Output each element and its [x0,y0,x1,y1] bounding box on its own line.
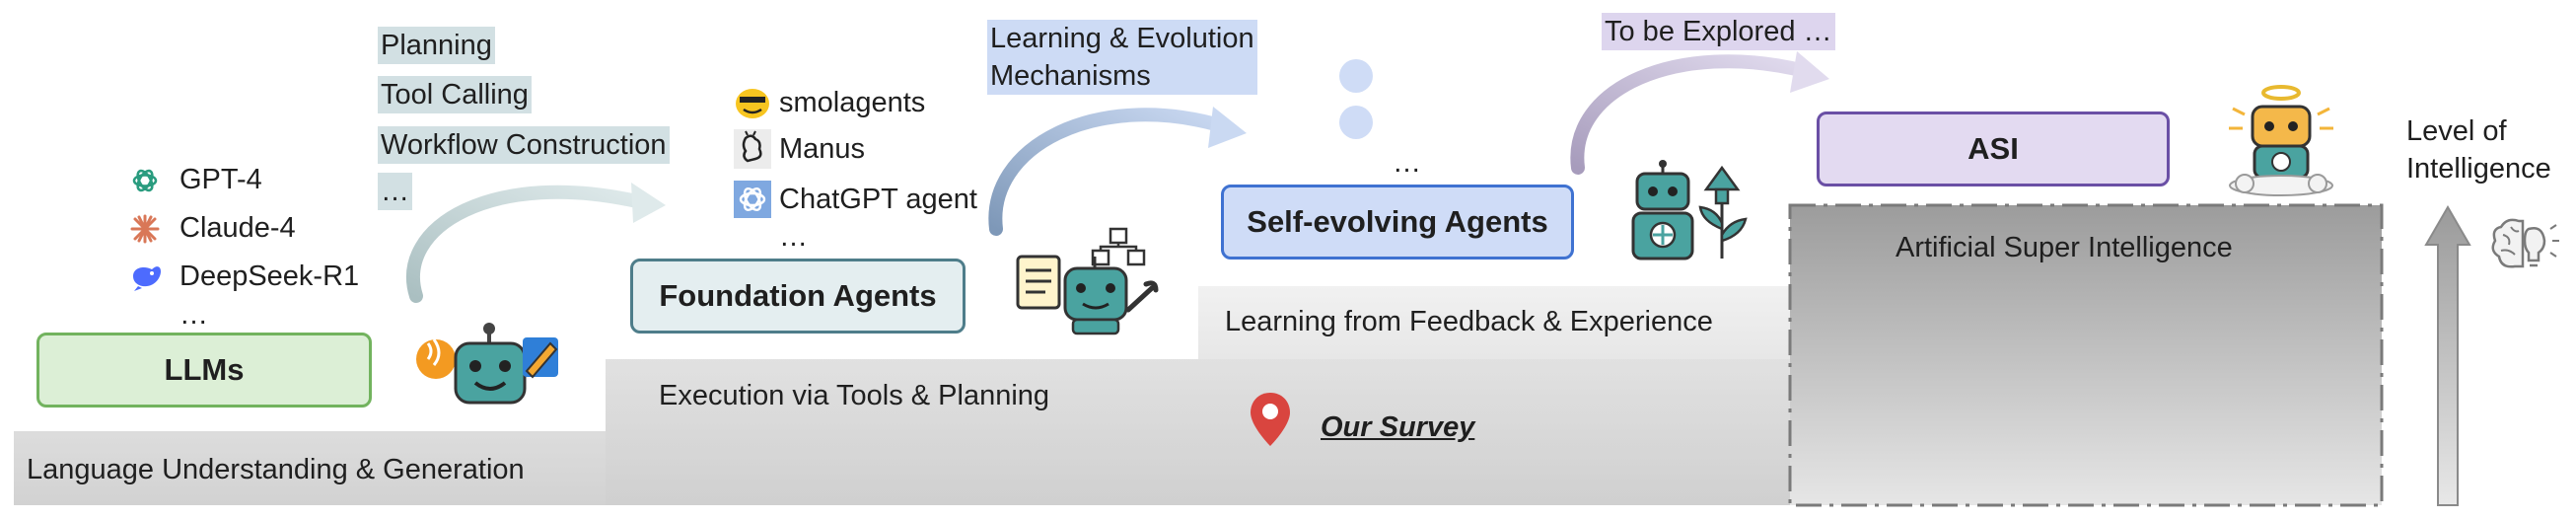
brain-bulb-icon [2491,218,2559,268]
more-ellipsis: … [779,221,808,253]
more-ellipsis: … [1393,147,1421,179]
capability-workflow-construction: Workflow Construction [378,126,670,164]
arrow-head [1790,51,1829,93]
llms-label: LLMs [164,352,245,387]
asi-block [1790,205,2382,505]
self-evolving-robot-icon [1631,160,1748,260]
asi-label: ASI [1968,131,2019,166]
arrow-foundation-to-self-evolving [988,108,1230,236]
model-name: GPT-4 [179,164,262,195]
floor-label-self-evolving: Learning from Feedback & Experience [1225,306,1713,337]
self-evolving-agents-box: Self-evolving Agents [1221,185,1574,260]
asi-robot-icon [2229,85,2333,196]
intelligence-axis-arrow [2424,205,2471,506]
deepseek-icon [133,266,161,291]
asi-dashed-border [1788,203,2384,507]
foundation-robot-icon [1016,227,1159,335]
capability-more: … [378,173,412,210]
self-evolving-agents-label: Self-evolving Agents [1247,204,1548,239]
openai-icon [132,169,158,192]
floor-label-asi: Artificial Super Intelligence [1896,232,2233,263]
model-name: DeepSeek-R1 [179,260,360,292]
capability-tool-calling: Tool Calling [378,76,532,113]
agent-bullet-icon [1339,59,1373,93]
stair-step-2 [606,359,1790,505]
floor-label-foundation: Execution via Tools & Planning [659,380,1050,411]
agent-name: ChatGPT agent [779,184,977,215]
axis-label-level-of-intelligence: Level of Intelligence [2406,115,2551,185]
llm-robot-icon [416,323,558,405]
arrow-self-evolving-to-asi [1570,54,1812,175]
to-be-explored: To be Explored … [1602,13,1835,50]
openai-icon [734,181,771,218]
model-name: Claude-4 [179,212,296,244]
llms-box: LLMs [36,333,372,408]
floor-label-llms: Language Understanding & Generation [27,454,525,485]
claude-icon [130,214,160,244]
foundation-agents-label: Foundation Agents [659,278,937,313]
location-pin-icon [1251,393,1290,446]
learning-evolution-mechanisms: Learning & Evolution Mechanisms [987,20,1257,95]
manus-icon [734,129,771,169]
capability-planning: Planning [378,27,495,64]
agent-name: Manus [779,133,866,165]
asi-box: ASI [1817,111,2170,186]
arrow-llm-to-foundation [406,185,648,303]
arrow-head [631,183,666,223]
agent-name: smolagents [779,87,926,118]
our-survey-label: Our Survey [1321,411,1475,443]
foundation-agents-box: Foundation Agents [630,259,966,334]
smolagents-icon [736,89,769,118]
arrow-head [1208,107,1247,148]
more-ellipsis: … [179,299,208,331]
agent-bullet-icon [1339,106,1373,139]
